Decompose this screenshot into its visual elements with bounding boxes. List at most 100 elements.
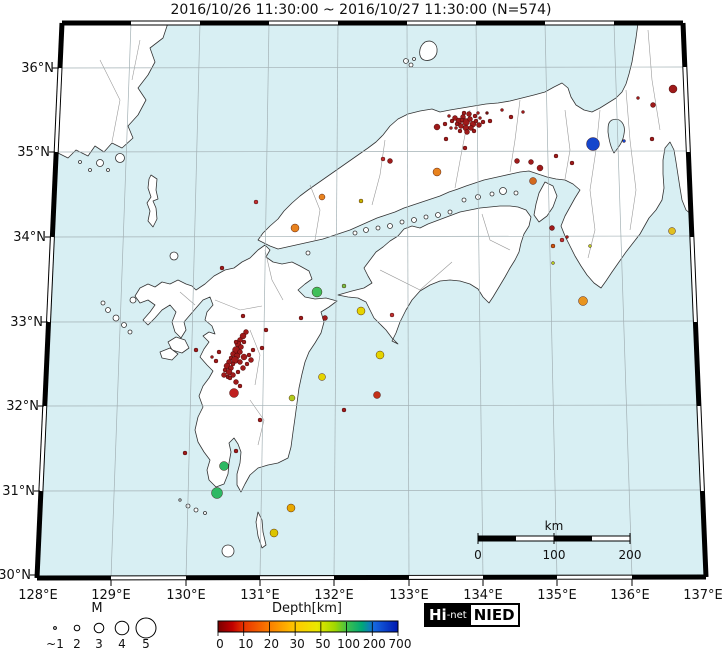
landmasses <box>55 23 693 558</box>
quake-dot <box>668 227 676 235</box>
land-kyushu <box>134 244 338 493</box>
magnitude-legend-circle <box>73 624 81 632</box>
magnitude-legend-circle <box>93 622 105 634</box>
depth-colorbar <box>217 620 399 633</box>
quake-dot <box>536 164 544 172</box>
magnitude-legend: M ~1 2 3 4 5 <box>46 601 157 651</box>
quake-dot <box>341 407 347 413</box>
quake-dot <box>485 111 489 115</box>
quake-dot <box>508 114 514 120</box>
lat-label: 34°N <box>13 230 46 245</box>
lon-label: 130°E <box>166 588 206 603</box>
quake-dot <box>433 123 441 131</box>
quake-dot <box>322 315 328 321</box>
quake-dot <box>529 177 537 185</box>
quake-dot <box>210 355 214 359</box>
quake-dot <box>230 372 236 378</box>
quake-dot <box>356 306 366 316</box>
nied-logo: NIED <box>468 605 518 625</box>
land-honshu <box>257 23 693 289</box>
quake-dot <box>521 110 525 114</box>
lat-label: 32°N <box>6 399 39 414</box>
quake-dot <box>286 503 296 513</box>
magnitude-legend-value: 4 <box>118 637 126 651</box>
quake-dot <box>550 243 556 249</box>
quake-dot <box>447 114 451 118</box>
depth-legend-value: 200 <box>363 637 386 651</box>
quake-dot <box>389 312 395 318</box>
quake-dot <box>193 347 199 353</box>
lon-label: 133°E <box>389 588 429 603</box>
quake-dot <box>578 296 588 306</box>
lake-biwa <box>607 118 625 154</box>
lon-label: 137°E <box>683 588 722 603</box>
quake-dot <box>219 461 229 471</box>
svg-text:100: 100 <box>543 548 566 562</box>
quake-dot <box>464 129 470 135</box>
lat-label: 33°N <box>10 315 43 330</box>
magnitude-legend-circle <box>114 620 130 636</box>
lon-label: 132°E <box>314 588 354 603</box>
magnitude-legend-circle <box>53 626 57 630</box>
quake-dot <box>698 94 704 100</box>
lon-label: 129°E <box>91 588 131 603</box>
quake-dot <box>240 353 248 361</box>
graticule <box>40 23 703 578</box>
quake-dot <box>459 117 465 123</box>
magnitude-legend-value: 2 <box>73 637 81 651</box>
quake-dot <box>449 126 453 130</box>
quake-dot <box>650 102 656 108</box>
depth-legend-value: 50 <box>315 637 330 651</box>
depth-legend-value: 0 <box>216 637 224 651</box>
quake-dot <box>257 417 263 423</box>
quake-dot <box>358 198 364 204</box>
quake-dot <box>622 139 626 143</box>
quake-dot <box>649 136 655 142</box>
quake-dot <box>476 122 482 128</box>
quake-dot <box>458 123 464 129</box>
quake-dot <box>457 128 463 134</box>
svg-text:200: 200 <box>619 548 642 562</box>
quake-dot <box>213 358 219 364</box>
scale-bar-unit: km <box>545 519 564 533</box>
magnitude-legend-title: M <box>91 601 102 616</box>
lon-label: 131°E <box>240 588 280 603</box>
quake-dot <box>549 225 555 231</box>
quake-dot <box>466 111 472 117</box>
lat-label: 35°N <box>17 145 50 160</box>
quake-dot <box>487 118 493 124</box>
quake-dot <box>237 359 243 365</box>
depth-legend-value: 10 <box>238 637 253 651</box>
hinet-logo-hi: Hi <box>429 606 447 624</box>
quake-dot <box>375 350 385 360</box>
quake-dot <box>468 125 474 131</box>
quake-dot <box>248 357 254 363</box>
quake-dot <box>239 332 247 340</box>
quake-dot <box>454 121 460 127</box>
page-title: 2016/10/26 11:30:00 ~ 2016/10/27 11:30:0… <box>170 2 552 18</box>
quake-dot <box>259 345 265 351</box>
lat-label: 36°N <box>21 61 54 76</box>
land-shikoku <box>337 205 532 345</box>
magnitude-legend-circle <box>135 617 157 639</box>
quake-dot <box>269 528 279 538</box>
quake-dot <box>263 327 269 333</box>
quake-dot <box>588 244 592 248</box>
magnitude-legend-value: 3 <box>95 637 103 651</box>
quake-dot <box>473 118 479 124</box>
quake-dot <box>452 115 458 121</box>
quake-dot <box>449 118 455 124</box>
magnitude-legend-value: ~1 <box>46 637 64 651</box>
quake-dot <box>235 369 241 375</box>
magnitude-legend-value: 5 <box>142 637 150 651</box>
quake-dot <box>565 235 569 239</box>
depth-legend-value: 100 <box>337 637 360 651</box>
quake-dot <box>373 391 381 399</box>
quake-dot <box>461 110 467 116</box>
quake-dot <box>480 119 486 125</box>
depth-legend-value: 700 <box>389 637 412 651</box>
quake-dot <box>443 136 449 142</box>
lat-label: 31°N <box>2 484 35 499</box>
